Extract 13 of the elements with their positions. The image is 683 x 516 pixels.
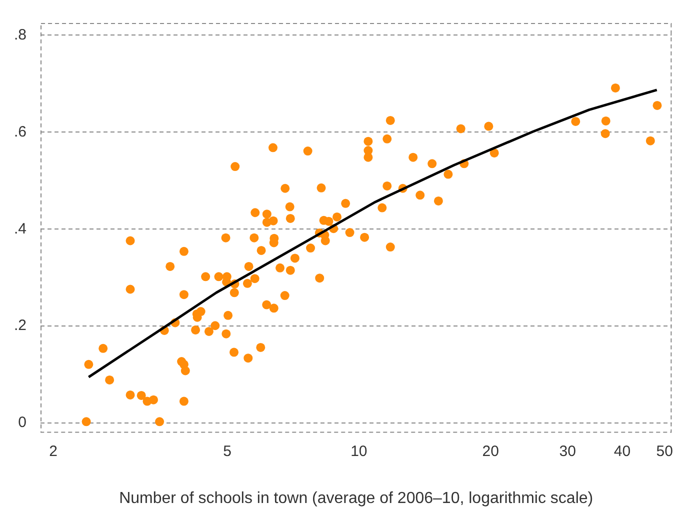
x-tick-label: 40 (614, 442, 631, 460)
x-tick-label: 20 (482, 442, 499, 460)
y-tick-label: .4 (14, 220, 27, 238)
y-tick-label: .2 (14, 317, 27, 334)
x-tick-label: 5 (223, 442, 232, 460)
x-tick-label: 50 (656, 442, 673, 460)
x-tick-label: 10 (350, 442, 368, 460)
y-tick-label: 0 (18, 414, 27, 432)
x-tick-label: 2 (49, 442, 58, 460)
y-tick-label: .6 (14, 123, 27, 140)
x-axis-title: Number of schools in town (average of 2006–10, logarithmic scale) (119, 490, 594, 507)
x-tick-label: 30 (559, 442, 576, 460)
y-tick-label: .8 (14, 26, 27, 44)
